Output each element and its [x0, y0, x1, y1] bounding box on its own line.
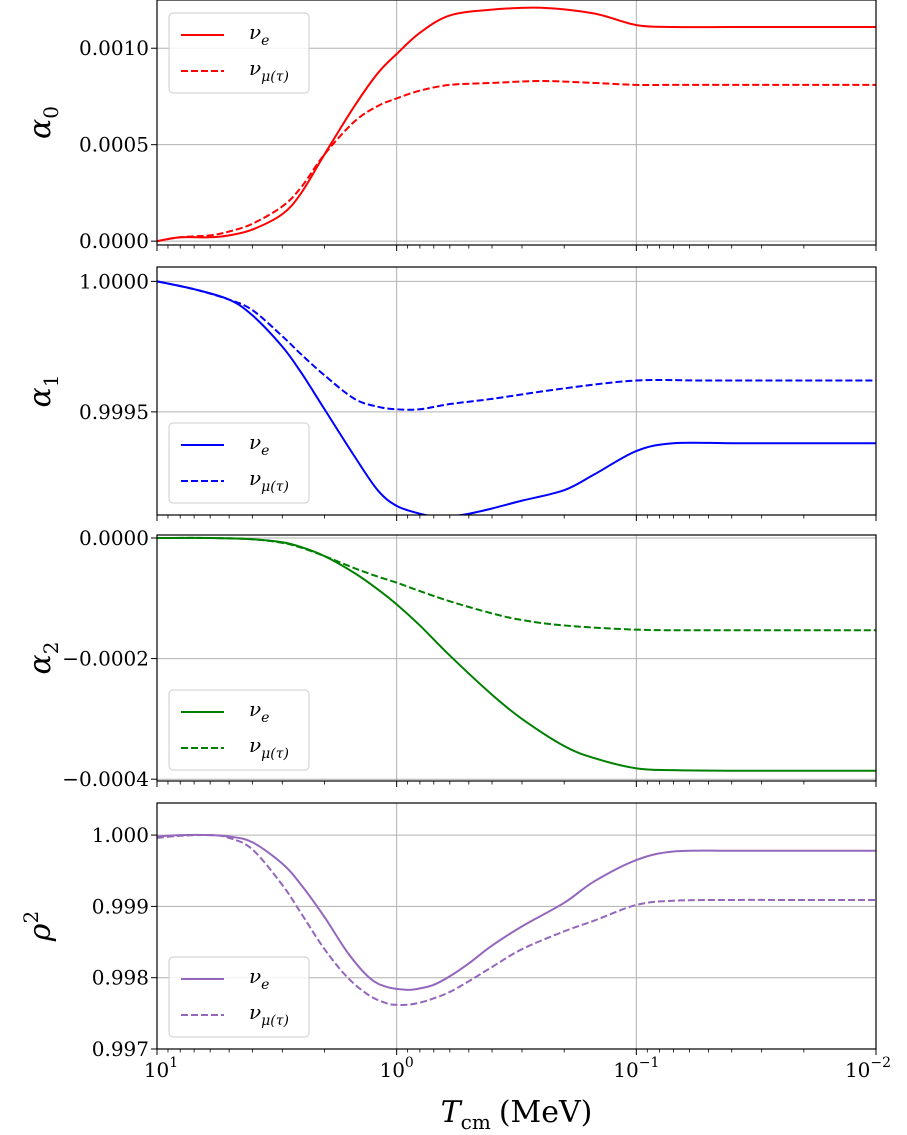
x-tick-label: 10−2	[845, 1055, 891, 1082]
legend-label: νμ(τ)	[249, 466, 289, 495]
legend: νe νμ(τ)	[168, 689, 310, 771]
legend-box	[168, 689, 310, 771]
panel-3: 0.997 0.998 0.999 1.000 ρ2 νe νμ(τ) 101 100 10−1 1…	[19, 802, 891, 1134]
legend-box	[168, 956, 310, 1038]
legend: νe νμ(τ)	[168, 422, 310, 504]
series-line-nu-mu-tau	[157, 80, 876, 243]
y-tick-label: 0.997	[92, 1037, 149, 1061]
y-tick-label: 0.999	[92, 894, 149, 918]
y-tick-label: −0.0004	[62, 767, 149, 791]
axes-frame	[156, 0, 877, 246]
panel-2: −0.0004 −0.0002 0.0000 α2 νe νμ(τ)	[23, 526, 877, 791]
y-tick-label: 1.0000	[79, 269, 149, 293]
series-line-nu-e	[157, 6, 876, 243]
legend-label: νμ(τ)	[249, 733, 289, 762]
series-line-nu-mu-tau	[157, 536, 876, 632]
series-line-nu-mu-tau	[157, 833, 876, 1007]
x-tick-label: 10−1	[613, 1055, 659, 1082]
x-tick-label: 101	[144, 1055, 178, 1082]
y-tick-label: 1.000	[92, 823, 149, 847]
panel-1: 0.9995 1.0000 α1 νe νμ(τ)	[23, 266, 877, 521]
axes-frame	[156, 534, 877, 782]
legend-label: νe	[249, 964, 269, 993]
y-axis-label: α2	[23, 642, 63, 675]
y-tick-label: 0.0000	[79, 526, 149, 550]
y-tick-label: 0.9995	[79, 400, 149, 424]
x-axis-label: Tcm (MeV)	[441, 1095, 593, 1134]
y-tick-label: −0.0002	[62, 647, 149, 671]
y-tick-label: 0.0000	[79, 229, 149, 253]
legend: νe νμ(τ)	[168, 956, 310, 1038]
series-line-nu-e	[157, 536, 876, 772]
series-line-nu-mu-tau	[157, 280, 876, 411]
legend-label: νμ(τ)	[249, 1000, 289, 1029]
legend-box	[168, 12, 310, 94]
y-tick-label: 0.0005	[79, 133, 149, 157]
y-axis-label: ρ2	[19, 911, 58, 942]
legend-label: νe	[249, 430, 269, 459]
axes-frame	[156, 266, 877, 516]
y-tick-label: 0.0010	[79, 36, 149, 60]
y-tick-label: 0.998	[92, 966, 149, 990]
legend-label: νe	[249, 20, 269, 49]
axes-frame	[156, 802, 877, 1050]
series-line-nu-e	[157, 280, 876, 515]
legend-box	[168, 422, 310, 504]
x-tick-label: 100	[379, 1055, 413, 1082]
legend-label: νe	[249, 697, 269, 726]
y-axis-label: α1	[23, 375, 63, 408]
panel-0: 0.0000 0.0005 0.0010 α0 νe νμ(τ)	[23, 0, 877, 253]
legend: νe νμ(τ)	[168, 12, 310, 94]
series-line-nu-e	[157, 833, 876, 991]
y-axis-label: α0	[23, 106, 63, 139]
legend-label: νμ(τ)	[249, 56, 289, 85]
